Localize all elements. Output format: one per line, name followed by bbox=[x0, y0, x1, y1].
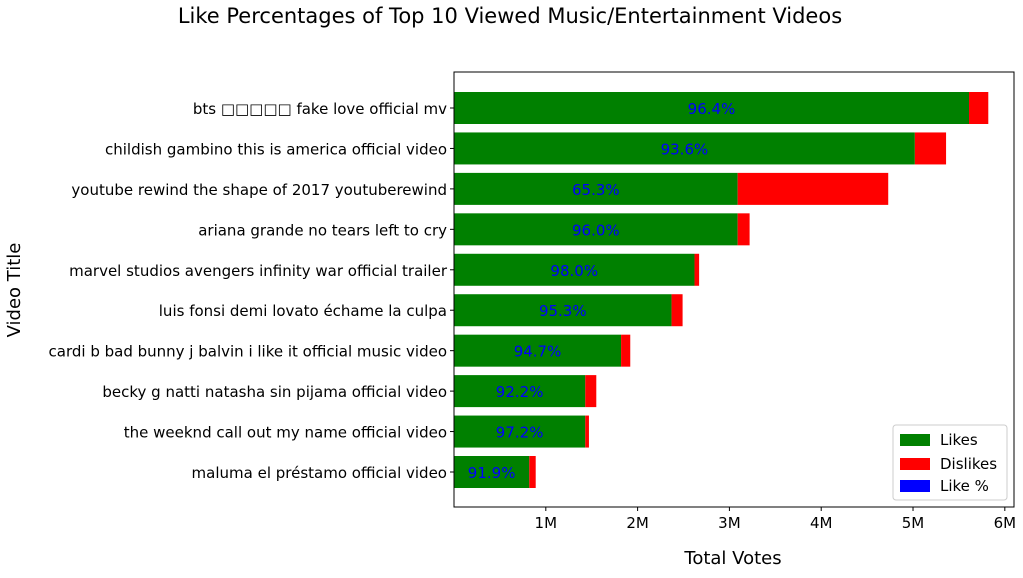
legend-dislikes-label: Dislikes bbox=[940, 455, 997, 473]
likes-bar bbox=[454, 92, 970, 124]
likes-bar bbox=[454, 334, 622, 367]
like-percent-label: 96.0% bbox=[572, 221, 620, 239]
y-tick-label: the weeknd call out my name official vid… bbox=[124, 424, 447, 442]
y-tick-label: marvel studios avengers infinity war off… bbox=[69, 262, 448, 280]
bars-layer bbox=[454, 92, 989, 488]
plot-area-frame bbox=[453, 71, 1015, 508]
like-percent-labels: 96.4% 93.6% 65.3% 96.0% 98.0% 95.3% 94.7% 92.2%… bbox=[468, 100, 736, 482]
x-axis-label: Total Votes bbox=[683, 548, 781, 569]
dislikes-bar bbox=[694, 253, 700, 286]
y-tick-label: luis fonsi demi lovato échame la culpa bbox=[159, 302, 447, 320]
like-percent-label: 94.7% bbox=[514, 343, 562, 361]
like-percent-label: 96.4% bbox=[688, 100, 736, 118]
y-tick-labels: bts □□□□□ fake love official mv childish … bbox=[49, 100, 454, 482]
y-tick-label: maluma el préstamo official video bbox=[192, 464, 447, 482]
legend-likes-label: Likes bbox=[940, 431, 978, 449]
y-tick-label: cardi b bad bunny j balvin i like it off… bbox=[49, 343, 447, 361]
like-percent-label: 92.2% bbox=[496, 383, 544, 401]
y-axis-label: Video Title bbox=[4, 243, 25, 338]
likes-bar bbox=[454, 253, 695, 286]
x-tick-labels: 1M 2M 3M 4M 5M 6M bbox=[535, 507, 1017, 532]
likes-bar bbox=[454, 132, 915, 165]
like-percent-label: 65.3% bbox=[572, 181, 620, 199]
y-tick-label: bts □□□□□ fake love official mv bbox=[193, 100, 447, 118]
x-tick-label: 5M bbox=[902, 514, 925, 532]
legend-dislikes-swatch bbox=[900, 458, 930, 470]
likes-bar bbox=[454, 172, 738, 205]
legend-likes-swatch bbox=[900, 434, 930, 446]
dislikes-bar bbox=[671, 294, 683, 327]
likes-bar bbox=[454, 456, 530, 488]
dislikes-bar bbox=[585, 415, 589, 448]
x-tick-label: 6M bbox=[994, 514, 1017, 532]
x-tick-label: 2M bbox=[626, 514, 649, 532]
dislikes-bar bbox=[585, 375, 597, 408]
likes-bar bbox=[454, 294, 672, 327]
like-percent-label: 98.0% bbox=[550, 262, 598, 280]
likes-bar bbox=[454, 213, 738, 246]
x-tick-label: 3M bbox=[718, 514, 741, 532]
dislikes-bar bbox=[737, 172, 889, 205]
like-percent-label: 95.3% bbox=[539, 302, 587, 320]
dislikes-bar bbox=[621, 334, 631, 367]
x-tick-label: 1M bbox=[535, 514, 558, 532]
y-tick-label: ariana grande no tears left to cry bbox=[198, 221, 447, 239]
y-tick-label: youtube rewind the shape of 2017 youtube… bbox=[71, 181, 447, 199]
likes-bar bbox=[454, 375, 586, 408]
x-tick-label: 4M bbox=[810, 514, 833, 532]
legend: Likes Dislikes Like % bbox=[892, 424, 1008, 501]
y-tick-label: becky g natti natasha sin pijama officia… bbox=[102, 383, 447, 401]
like-percent-label: 93.6% bbox=[661, 140, 709, 158]
dislikes-bar bbox=[969, 92, 989, 124]
legend-like-percent-label: Like % bbox=[940, 477, 989, 495]
legend-like-percent-swatch bbox=[900, 480, 930, 492]
dislikes-bar bbox=[529, 456, 536, 488]
y-tick-label: childish gambino this is america officia… bbox=[105, 140, 447, 158]
dislikes-bar bbox=[914, 132, 947, 165]
chart-title: Like Percentages of Top 10 Viewed Music/… bbox=[178, 4, 842, 28]
dislikes-bar bbox=[737, 213, 750, 246]
likes-bar bbox=[454, 415, 586, 448]
like-percent-label: 97.2% bbox=[496, 424, 544, 442]
like-percent-label: 91.9% bbox=[468, 464, 516, 482]
